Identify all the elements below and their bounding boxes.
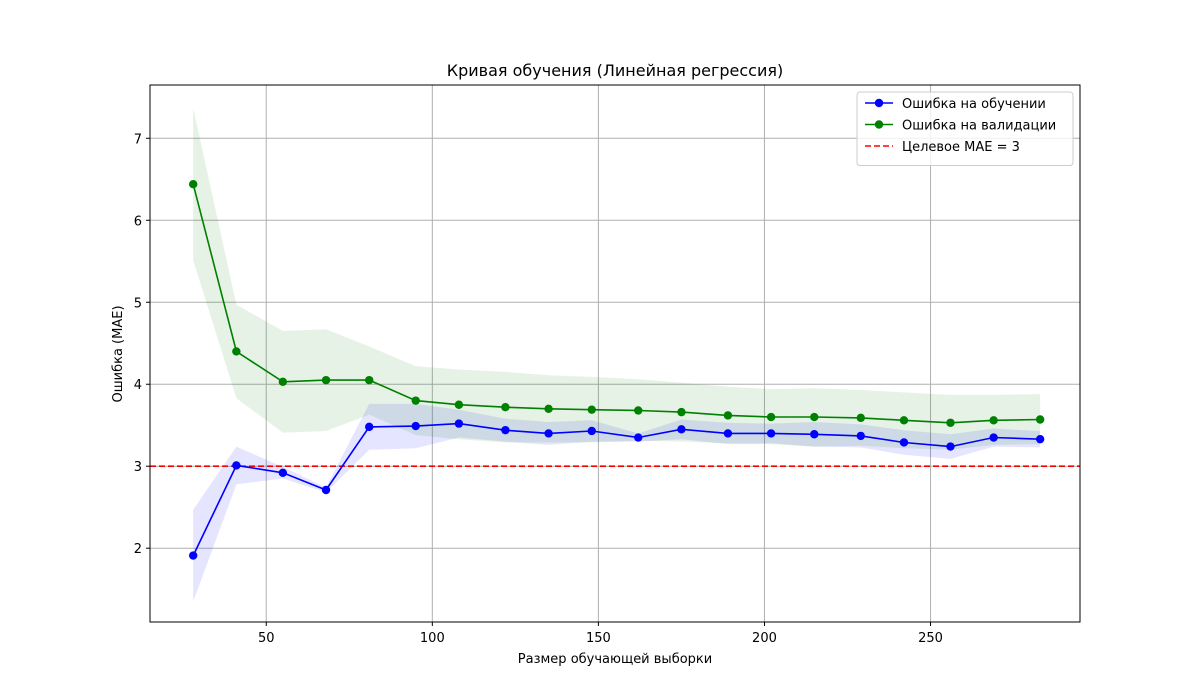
series-1-point	[634, 433, 643, 442]
legend-marker-series-2	[874, 120, 884, 129]
series-1-point	[810, 430, 819, 439]
series-2-point	[501, 403, 510, 412]
y-tick-label: 2	[134, 542, 142, 557]
series-2-point	[188, 180, 198, 189]
series-2-point	[766, 412, 776, 422]
x-tick-label: 150	[586, 631, 611, 646]
legend-marker-series-1	[874, 98, 884, 108]
series-2-point	[856, 413, 865, 423]
series-2-point	[587, 405, 596, 414]
series-1-point	[899, 438, 909, 447]
series-2-point	[278, 377, 288, 386]
x-tick-label: 50	[258, 631, 275, 646]
series-2-point	[454, 400, 464, 409]
series-1-point	[989, 433, 998, 442]
y-tick-label: 6	[134, 214, 142, 229]
series-1-point	[365, 422, 374, 432]
series-2-point	[946, 418, 955, 427]
series-1-point	[856, 431, 865, 441]
series-2-point	[634, 406, 643, 415]
series-1-point	[278, 468, 288, 477]
legend: Ошибка на обучении Ошибка на валидации Цел…	[856, 91, 1074, 166]
legend-label: Целевое MAE = 3	[902, 140, 1020, 155]
legend-label: Ошибка на обучении	[902, 97, 1046, 112]
x-tick-label: 250	[918, 631, 943, 646]
y-tick-label: 7	[134, 132, 142, 147]
x-tick-label: 100	[420, 631, 445, 646]
x-tick-label: 200	[752, 631, 777, 646]
legend-label: Ошибка на валидации	[902, 119, 1056, 134]
y-tick-label: 4	[134, 378, 142, 393]
series-2-confidence-band	[193, 108, 1041, 450]
series-1-point	[544, 429, 553, 438]
series-1-point	[411, 421, 420, 431]
series-1-point	[454, 419, 464, 428]
y-tick-label: 5	[134, 296, 142, 311]
series-2-line	[192, 183, 1041, 424]
series-1-point	[501, 425, 510, 435]
series-1-point	[1035, 434, 1045, 444]
y-axis-title: Ошибка (MAE)	[111, 305, 126, 402]
series-1-point	[321, 485, 331, 495]
series-2-point	[989, 416, 998, 425]
series-2-point	[723, 411, 733, 420]
series-1-point	[723, 429, 733, 438]
plot-frame	[149, 84, 1081, 623]
series-2-point	[677, 407, 686, 417]
y-tick-label: 3	[134, 460, 142, 475]
series-1-point	[677, 425, 686, 434]
chart-title: Кривая обучения (Линейная регрессия)	[447, 61, 783, 80]
series-2-point	[321, 375, 331, 385]
series-1-line	[192, 422, 1041, 556]
series-2-point	[365, 375, 374, 385]
series-2-point	[411, 396, 420, 405]
legend-box	[856, 91, 1074, 166]
series-1-point	[232, 461, 241, 470]
series-2-point	[544, 404, 553, 414]
series-1-point	[766, 429, 776, 438]
series-2-point	[1035, 415, 1045, 424]
series-1-point	[587, 426, 596, 436]
series-1-point	[188, 551, 198, 560]
x-axis-title: Размер обучающей выборки	[518, 652, 712, 667]
series-1-point	[946, 442, 955, 451]
series-2-point	[232, 347, 241, 356]
series-2-point	[899, 416, 909, 425]
series-2-point	[810, 412, 819, 422]
